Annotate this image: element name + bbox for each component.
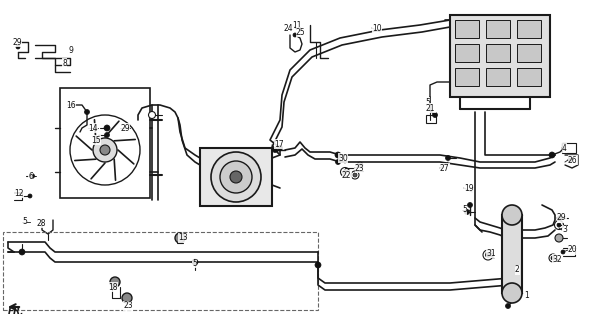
Circle shape (446, 156, 450, 161)
Circle shape (110, 277, 120, 287)
Bar (426, 115, 436, 123)
Text: 29: 29 (120, 124, 129, 132)
Circle shape (293, 33, 297, 37)
Circle shape (84, 109, 89, 115)
Bar (455, 44, 479, 62)
Circle shape (467, 203, 473, 207)
Text: 5: 5 (425, 98, 430, 107)
Circle shape (357, 162, 363, 168)
Text: 25: 25 (296, 28, 305, 36)
Text: 19: 19 (464, 183, 474, 193)
Text: 13: 13 (178, 234, 187, 243)
Circle shape (192, 259, 198, 265)
Bar (455, 68, 479, 86)
Circle shape (555, 234, 563, 242)
Text: 14: 14 (88, 124, 98, 132)
Text: FR.: FR. (8, 307, 25, 316)
Circle shape (502, 283, 522, 303)
Circle shape (149, 111, 156, 118)
Bar (517, 20, 541, 38)
Text: 15: 15 (91, 135, 101, 145)
Text: 1: 1 (524, 292, 529, 300)
Circle shape (551, 256, 555, 260)
Circle shape (273, 148, 277, 153)
Circle shape (93, 138, 117, 162)
Circle shape (486, 252, 491, 258)
Text: 4: 4 (562, 143, 567, 153)
Text: 2: 2 (515, 266, 520, 275)
Circle shape (568, 158, 572, 162)
Circle shape (28, 194, 32, 198)
Text: 30: 30 (338, 154, 348, 163)
Text: 20: 20 (568, 245, 577, 254)
Circle shape (16, 45, 20, 49)
Text: 21: 21 (426, 103, 435, 113)
Text: 8: 8 (62, 59, 66, 68)
Text: 17: 17 (274, 140, 283, 148)
Text: 18: 18 (108, 283, 117, 292)
Text: 29: 29 (12, 37, 22, 46)
Text: 31: 31 (486, 249, 495, 258)
Circle shape (19, 249, 25, 255)
Circle shape (502, 205, 522, 225)
Circle shape (506, 303, 510, 308)
Bar (3, 232, 318, 310)
Circle shape (335, 152, 341, 158)
Circle shape (464, 210, 470, 214)
Text: 24: 24 (284, 23, 294, 33)
Circle shape (557, 223, 561, 227)
Text: 11: 11 (292, 20, 301, 29)
Text: 10: 10 (372, 23, 382, 33)
Text: 23: 23 (123, 301, 132, 310)
Text: 5: 5 (192, 259, 197, 268)
Bar (3, 232, 318, 310)
Bar (455, 20, 479, 38)
Circle shape (104, 132, 110, 138)
Circle shape (230, 171, 242, 183)
Bar (200, 148, 272, 206)
Circle shape (175, 233, 185, 243)
Circle shape (432, 113, 437, 117)
Bar (486, 44, 510, 62)
Text: 28: 28 (36, 219, 46, 228)
Text: 23: 23 (355, 164, 365, 172)
Text: 5: 5 (462, 205, 467, 214)
Text: 3: 3 (562, 226, 567, 235)
Circle shape (29, 173, 35, 179)
Text: 29: 29 (557, 213, 567, 222)
Bar (517, 68, 541, 86)
Bar (486, 68, 510, 86)
Bar (517, 44, 541, 62)
Circle shape (211, 152, 261, 202)
Text: 26: 26 (568, 156, 577, 164)
Circle shape (100, 145, 110, 155)
Circle shape (220, 161, 252, 193)
Text: 5: 5 (22, 218, 27, 227)
Bar (60, 88, 150, 198)
Text: 9: 9 (68, 45, 73, 54)
Text: 12: 12 (14, 188, 23, 197)
Bar (486, 20, 510, 38)
Circle shape (277, 146, 283, 150)
Circle shape (549, 152, 555, 158)
Circle shape (353, 173, 357, 177)
Circle shape (558, 215, 562, 220)
Circle shape (335, 159, 340, 164)
Circle shape (104, 125, 110, 131)
Text: 32: 32 (552, 254, 562, 263)
Circle shape (343, 170, 347, 174)
Text: 22: 22 (342, 171, 352, 180)
Bar (450, 15, 550, 97)
Text: 16: 16 (66, 100, 75, 109)
Circle shape (122, 293, 132, 303)
Circle shape (315, 262, 321, 268)
Circle shape (561, 250, 565, 254)
Bar (502, 215, 522, 293)
Bar (562, 143, 576, 153)
Text: 27: 27 (440, 164, 450, 172)
Text: 6: 6 (28, 172, 33, 180)
